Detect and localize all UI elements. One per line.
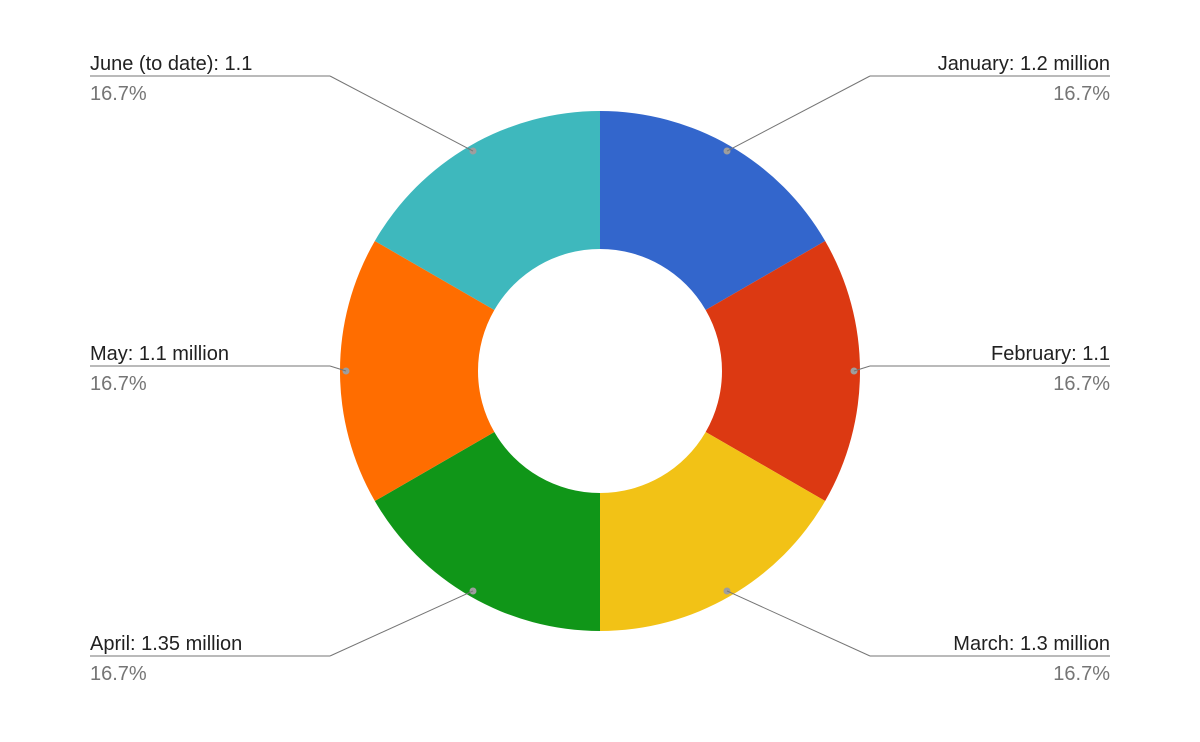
slice-percent: 16.7% [90,663,147,685]
slice-label: April: 1.35 million [90,633,242,655]
slice-label: February: 1.1 [991,343,1110,365]
leader-line [727,591,870,656]
leader-line [330,591,473,656]
slice-percent: 16.7% [1053,373,1110,395]
donut-chart: January: 1.2 million 16.7% February: 1.1 16… [0,0,1200,742]
slice-percent: 16.7% [90,373,147,395]
slice-percent: 16.7% [1053,663,1110,685]
slice-label: June (to date): 1.1 [90,53,252,75]
leader-line [330,76,473,151]
leader-line [727,76,870,151]
slice-percent: 16.7% [1053,83,1110,105]
slice-label: March: 1.3 million [953,633,1110,655]
slice-label: January: 1.2 million [938,53,1110,75]
slice-label: May: 1.1 million [90,343,229,365]
slice-percent: 16.7% [90,83,147,105]
